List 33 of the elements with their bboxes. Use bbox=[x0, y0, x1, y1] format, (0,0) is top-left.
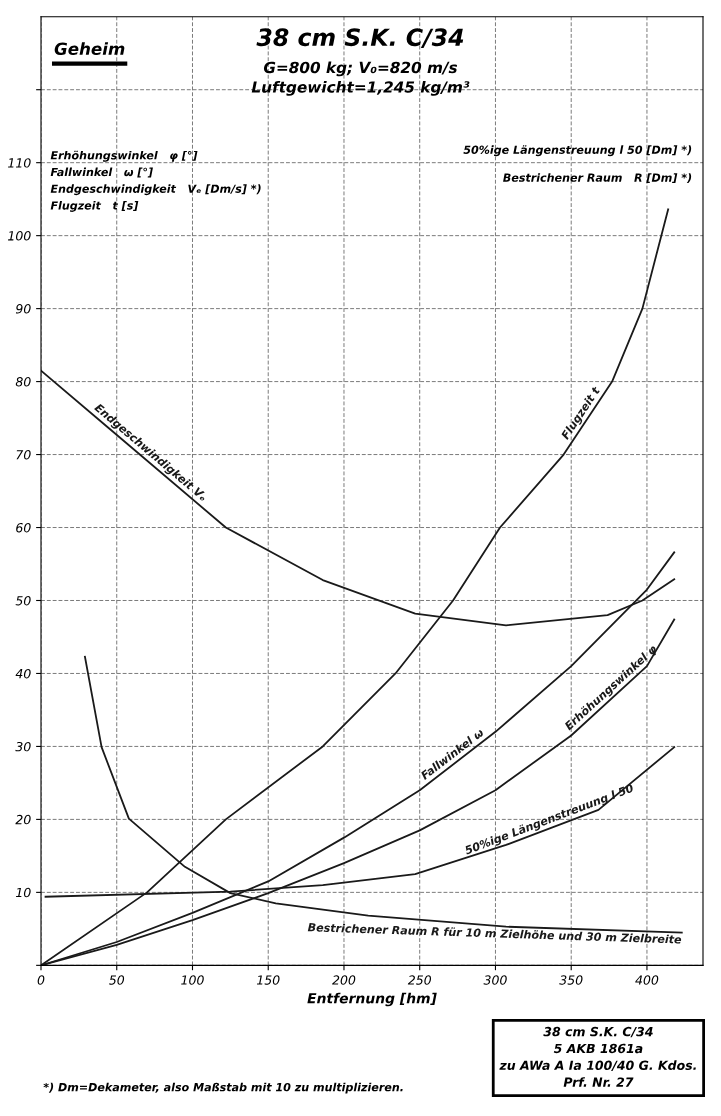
y-tick-label: 50 bbox=[15, 595, 31, 606]
text: 38 cm S.K. C/34 5 AKB 1861a zu AWa A Ia 100/40 G. Kdos. Prf. Nr. 27 bbox=[499, 1026, 696, 1087]
x-tick-label: 350 bbox=[559, 975, 583, 985]
annotation: Bestrichener Raum R [Dm] *) bbox=[503, 173, 692, 184]
y-tick-label: 80 bbox=[15, 377, 31, 387]
y-tick-label: 90 bbox=[15, 304, 31, 314]
y-tick-label: 60 bbox=[16, 523, 31, 533]
annotation: Flugzeit t [s] bbox=[50, 201, 139, 212]
series-label: Bestrichener Raum R für 10 m Zielhöhe und 30 m Zielbreite bbox=[307, 922, 682, 944]
y-tick-label: 100 bbox=[8, 231, 31, 241]
x-tick-label: 100 bbox=[181, 975, 204, 985]
x-tick-label: 0 bbox=[37, 975, 45, 985]
x-tick-label: 200 bbox=[332, 975, 356, 985]
annotation: Geheim bbox=[54, 42, 125, 56]
y-tick-label: 30 bbox=[15, 741, 31, 752]
text: G=800 kg; V₀=820 m/s Luftgewicht=1,245 kg/m³ bbox=[251, 61, 470, 96]
annotation: 50%ige Längenstreuung l 50 [Dm] *) bbox=[463, 145, 692, 157]
y-tick-label: 70 bbox=[16, 450, 31, 460]
y-tick-label: 20 bbox=[15, 814, 31, 825]
annotation: Endgeschwindigkeit Vₑ [Dm/s] *) bbox=[50, 184, 261, 196]
annotation: Erhöhungswinkel φ [°] bbox=[50, 150, 198, 162]
x-tick-label: 250 bbox=[407, 975, 432, 985]
chart-title: 38 cm S.K. C/34 bbox=[256, 28, 464, 49]
x-tick-label: 50 bbox=[109, 975, 125, 985]
x-tick-label: 300 bbox=[483, 975, 507, 985]
y-tick-label: 10 bbox=[15, 887, 31, 898]
x-tick-label: 400 bbox=[635, 975, 659, 985]
x-tick-label: 150 bbox=[256, 975, 280, 985]
y-tick-label: 110 bbox=[8, 158, 31, 168]
annotation: Fallwinkel ω [°] bbox=[50, 167, 153, 178]
y-tick-label: 40 bbox=[15, 668, 31, 679]
x-axis-title: Entfernung [hm] bbox=[307, 992, 437, 1007]
text: *) Dm=Dekameter, also Maßstab mit 10 zu multiplizieren. bbox=[43, 1082, 403, 1094]
